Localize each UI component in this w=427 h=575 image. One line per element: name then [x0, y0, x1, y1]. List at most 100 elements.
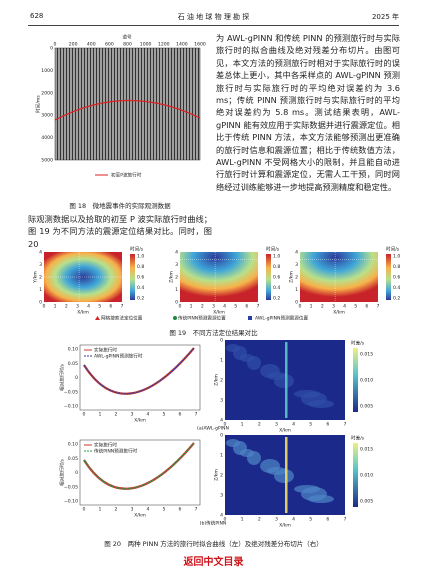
- axis-label: 相对旅行时/s: [59, 458, 66, 486]
- axis-label: X/km: [333, 310, 345, 316]
- x-tick-label: 3: [76, 304, 79, 310]
- x-tick-label: 1: [241, 422, 244, 428]
- y-tick-label: 3: [295, 262, 298, 268]
- predicted-curve: [83, 347, 195, 395]
- x-tick-label: 0: [54, 42, 57, 48]
- residual-patch: [308, 495, 334, 503]
- colorbar-tick: 0.6: [137, 275, 144, 281]
- page-number: 628: [30, 12, 44, 20]
- colorbar-tick: 1.0: [137, 254, 144, 260]
- axis-label: X/km: [279, 523, 291, 529]
- x-tick-label: 3: [332, 304, 335, 310]
- colorbar-tick: 0.8: [137, 264, 144, 270]
- x-tick-label: 7: [195, 412, 198, 418]
- colorbar-tick: 0.010: [360, 378, 373, 384]
- x-tick-label: 4: [343, 304, 346, 310]
- x-tick-label: 5: [309, 517, 312, 523]
- axis-label: 道号: [122, 34, 132, 41]
- x-tick-label: 1: [99, 412, 102, 418]
- axes-frame: [79, 344, 201, 411]
- x-tick-label: 1000: [140, 42, 152, 48]
- colorbar: [353, 443, 358, 507]
- x-tick-label: 6: [326, 517, 329, 523]
- x-tick-label: 5: [163, 412, 166, 418]
- x-tick-label: 4: [87, 304, 90, 310]
- colorbar: [266, 254, 271, 300]
- colorbar: [386, 254, 391, 300]
- y-tick-label: −0.10: [64, 404, 78, 410]
- y-tick-label: 1: [220, 453, 223, 459]
- colorbar-title: 时差/s: [351, 435, 365, 442]
- y-tick-label: 3000: [41, 113, 53, 119]
- x-tick-label: 6: [179, 412, 182, 418]
- seismic-image: [55, 48, 200, 160]
- x-tick-label: 0: [43, 304, 46, 310]
- legend-symbol: [248, 316, 252, 320]
- residual-patch: [274, 374, 294, 388]
- heatmap: [180, 252, 258, 302]
- x-tick-label: 1200: [158, 42, 170, 48]
- legend-label: 实际旅行时: [94, 347, 117, 354]
- year: 2025 年: [371, 13, 399, 21]
- x-tick-label: 3: [131, 412, 134, 418]
- y-tick-label: 0: [75, 375, 78, 381]
- x-tick-label: 6: [179, 507, 182, 513]
- colorbar: [130, 254, 135, 300]
- colorbar-tick: 1.0: [393, 254, 400, 260]
- y-tick-label: 3: [39, 262, 42, 268]
- x-tick-label: 1: [241, 517, 244, 523]
- back-link[interactable]: 返回中文目录: [183, 557, 244, 568]
- axis-label: X/km: [134, 513, 146, 519]
- x-tick-label: 5: [234, 304, 237, 310]
- y-tick-label: 0: [50, 46, 53, 52]
- legend-label: AWL-gPINN预测震源位置: [255, 315, 308, 322]
- heatmap: [300, 252, 378, 302]
- residual-streak: [285, 342, 288, 418]
- colorbar-tick: 0.2: [393, 296, 400, 302]
- y-tick-label: 1: [220, 358, 223, 364]
- x-tick-label: 3: [212, 304, 215, 310]
- x-tick-label: 2: [115, 412, 118, 418]
- y-tick-label: 2: [175, 275, 178, 281]
- colorbar-tick: 0.4: [137, 285, 144, 291]
- x-tick-label: 0: [83, 412, 86, 418]
- x-tick-label: 1: [54, 304, 57, 310]
- axis-label: Z/km: [169, 271, 175, 283]
- colorbar-tick: 0.015: [360, 352, 373, 358]
- x-tick-label: 0: [83, 507, 86, 513]
- colorbar-tick: 0.2: [273, 296, 280, 302]
- y-tick-label: 0: [75, 470, 78, 476]
- residual-patch: [247, 451, 261, 465]
- x-tick-label: 7: [377, 304, 380, 310]
- x-tick-label: 4: [147, 412, 150, 418]
- x-tick-label: 200: [69, 42, 78, 48]
- y-tick-label: 1: [295, 287, 298, 293]
- y-tick-label: −0.05: [64, 484, 78, 490]
- y-tick-label: 3: [220, 493, 223, 499]
- y-tick-label: 3: [220, 398, 223, 404]
- x-tick-label: 7: [344, 422, 347, 428]
- colorbar-tick: 0.6: [273, 275, 280, 281]
- x-tick-label: 6: [109, 304, 112, 310]
- y-tick-label: 0.05: [68, 456, 78, 462]
- y-tick-label: 2: [295, 275, 298, 281]
- y-tick-label: 3: [175, 262, 178, 268]
- x-tick-label: 1: [190, 304, 193, 310]
- x-tick-label: 5: [354, 304, 357, 310]
- y-tick-label: 0.10: [68, 347, 78, 353]
- x-tick-label: 400: [87, 42, 96, 48]
- x-tick-label: 3: [275, 422, 278, 428]
- axes-frame: [54, 47, 201, 161]
- x-tick-label: 4: [292, 517, 295, 523]
- body-text: 际观测数据以及拾取的初至 P 波实际旅行时曲线；图 19 为不同方法的震源定位结…: [28, 214, 212, 249]
- colorbar-tick: 0.005: [360, 499, 373, 505]
- body-text: 为 AWL-gPINN 和传统 PINN 的预测旅行时与实际旅行时的拟合曲线及绝…: [216, 33, 400, 192]
- x-tick-label: 6: [326, 422, 329, 428]
- x-tick-label: 5: [309, 422, 312, 428]
- x-tick-label: 3: [131, 507, 134, 513]
- x-tick-label: 2: [65, 304, 68, 310]
- axis-label: Z/km: [214, 469, 220, 481]
- x-tick-label: 7: [257, 304, 260, 310]
